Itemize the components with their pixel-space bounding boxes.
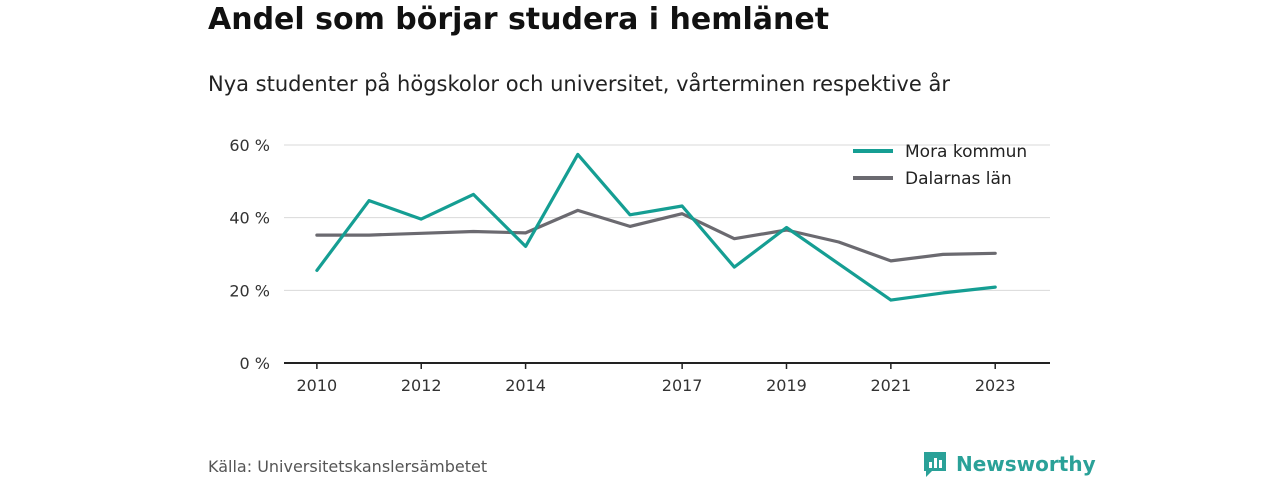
series-lines — [315, 152, 997, 302]
y-axis-ticks: 0 % 20 % 40 % 60 % — [229, 136, 270, 373]
x-tick-label: 2021 — [870, 376, 911, 395]
x-tick-label: 2023 — [975, 376, 1016, 395]
newsworthy-logo-icon — [924, 452, 946, 477]
legend-label: Dalarnas län — [905, 169, 1012, 189]
x-tick-label: 2014 — [505, 376, 546, 395]
chart-subtitle: Nya studenter på högskolor och universit… — [208, 72, 950, 96]
series-line — [315, 208, 997, 263]
line-chart: 0 % 20 % 40 % 60 % 2010 2012 2014 2017 2019 2021… — [229, 136, 1050, 395]
y-tick-label: 20 % — [229, 281, 270, 300]
x-tick-label: 2019 — [766, 376, 807, 395]
y-tick-label: 0 % — [240, 354, 270, 373]
brand-logo: Newsworthy — [922, 450, 1096, 478]
y-tick-label: 60 % — [229, 136, 270, 155]
legend-label: Mora kommun — [905, 142, 1027, 162]
x-axis-ticks: 2010 2012 2014 2017 2019 2021 2023 — [297, 363, 1016, 395]
brand-name: Newsworthy — [956, 452, 1096, 476]
chart-title: Andel som börjar studera i hemlänet — [208, 2, 830, 37]
x-tick-label: 2010 — [297, 376, 338, 395]
y-tick-label: 40 % — [229, 209, 270, 228]
x-tick-label: 2017 — [662, 376, 703, 395]
series-line — [315, 152, 997, 302]
x-tick-label: 2012 — [401, 376, 442, 395]
legend: Mora kommun Dalarnas län — [853, 142, 1027, 189]
source-note: Källa: Universitetskanslersämbetet — [208, 457, 488, 476]
